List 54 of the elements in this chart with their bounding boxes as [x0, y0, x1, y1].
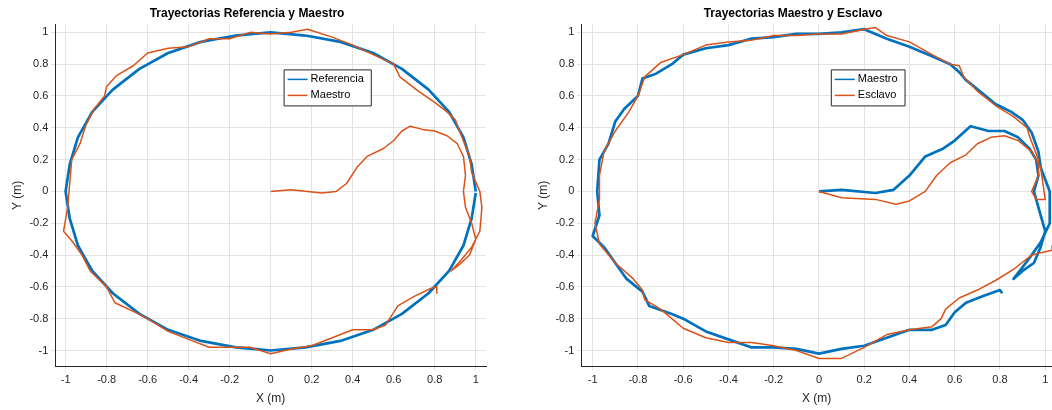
x-tick-label: 0.6 [386, 373, 402, 386]
y-tick-label: -0.6 [29, 279, 49, 292]
x-tick-label: -1 [587, 373, 598, 386]
y-tick-label: 0.6 [33, 89, 49, 102]
y-tick-label: 0.4 [559, 120, 575, 133]
y-tick-label: 1 [568, 25, 575, 38]
legend-label: Maestro [310, 88, 351, 101]
legend-label: Maestro [857, 72, 898, 85]
y-tick-label: -0.8 [555, 311, 575, 324]
x-tick-label: -0.4 [179, 373, 199, 386]
x-tick-label: 0.4 [345, 373, 361, 386]
x-tick-label: -0.6 [673, 373, 693, 386]
y-tick-label: 0.4 [33, 120, 49, 133]
x-tick-label: -0.8 [628, 373, 648, 386]
x-axis-title: X (m) [256, 391, 286, 406]
x-tick-label: 1 [1042, 373, 1049, 386]
legend-label: Esclavo [857, 88, 897, 101]
y-tick-label: 0.8 [33, 57, 49, 70]
legend-label: Referencia [310, 72, 365, 85]
x-tick-label: -0.2 [220, 373, 240, 386]
x-tick-label: 0.8 [992, 373, 1008, 386]
x-tick-label: 0.2 [856, 373, 872, 386]
x-tick-label: 0.4 [901, 373, 918, 386]
y-tick-label: -0.4 [29, 248, 49, 261]
x-tick-label: 0.2 [304, 373, 320, 386]
x-tick-label: 0 [815, 373, 822, 386]
y-tick-label: -1 [564, 343, 575, 356]
x-tick-label: 0 [267, 373, 274, 386]
x-tick-label: -0.4 [718, 373, 738, 386]
x-tick-label: -1 [60, 373, 71, 386]
x-tick-label: 0.6 [947, 373, 963, 386]
y-tick-label: -0.2 [29, 216, 49, 229]
chart-title: Trayectorias Maestro y Esclavo [703, 5, 883, 20]
x-axis-title: X (m) [802, 391, 832, 406]
y-tick-label: 1 [42, 25, 49, 38]
y-axis-title: Y (m) [9, 180, 24, 210]
y-tick-label: 0 [568, 184, 575, 197]
x-tick-label: -0.8 [97, 373, 117, 386]
x-tick-label: 1 [472, 373, 479, 386]
y-tick-label: 0 [42, 184, 49, 197]
y-tick-label: -0.4 [555, 248, 575, 261]
y-tick-label: -0.6 [555, 279, 575, 292]
chart-title: Trayectorias Referencia y Maestro [149, 5, 345, 20]
y-tick-label: -1 [38, 343, 49, 356]
y-tick-label: 0.2 [559, 152, 575, 165]
y-tick-label: 0.8 [559, 57, 575, 70]
y-axis-title: Y (m) [535, 180, 550, 210]
x-tick-label: 0.8 [427, 373, 443, 386]
y-tick-label: -0.2 [555, 216, 575, 229]
y-tick-label: -0.8 [29, 311, 49, 324]
y-tick-label: 0.2 [33, 152, 49, 165]
x-tick-label: -0.6 [138, 373, 158, 386]
y-tick-label: 0.6 [559, 89, 575, 102]
x-tick-label: -0.2 [764, 373, 784, 386]
